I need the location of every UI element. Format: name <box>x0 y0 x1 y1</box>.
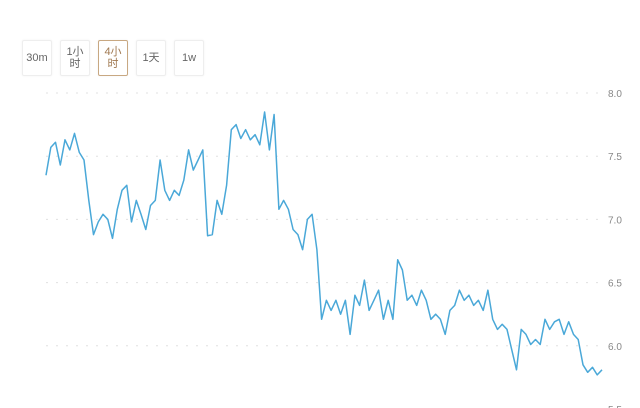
tab-1w[interactable]: 1w <box>174 40 204 76</box>
tab-1d[interactable]: 1天 <box>136 40 166 76</box>
price-line <box>45 111 603 376</box>
y-tick-label: 8.0 <box>608 89 622 100</box>
y-tick-label: 5.5 <box>608 405 622 408</box>
interval-tabs: 30m 1小时 4小时 1天 1w <box>22 40 204 76</box>
y-tick-label: 7.5 <box>608 152 622 163</box>
tab-1h[interactable]: 1小时 <box>60 40 90 76</box>
y-tick-label: 7.0 <box>608 215 622 226</box>
tab-4h[interactable]: 4小时 <box>98 40 128 76</box>
grid <box>46 92 602 347</box>
y-tick-label: 6.0 <box>608 342 622 353</box>
y-tick-label: 6.5 <box>608 279 622 290</box>
y-axis: 8.0 7.5 7.0 6.5 6.0 5.5 <box>608 89 622 408</box>
tab-30m[interactable]: 30m <box>22 40 52 76</box>
